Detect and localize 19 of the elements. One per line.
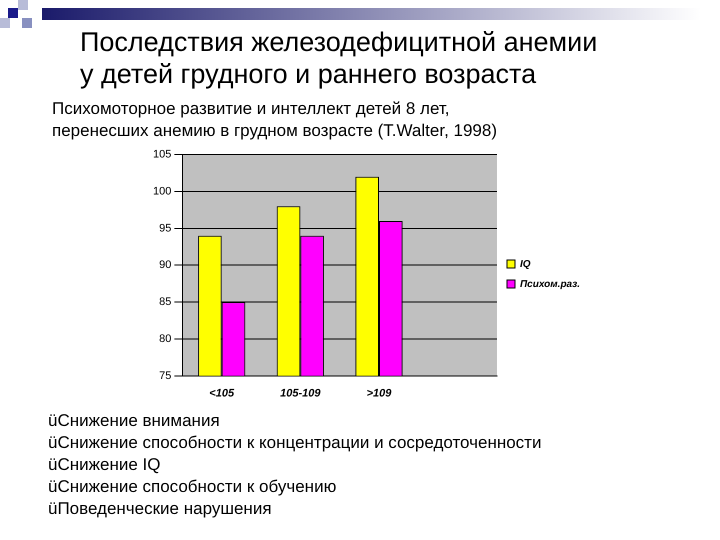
text: üПоведенческие нарушения: [48, 498, 273, 520]
y-tick-label: 75: [159, 370, 172, 382]
legend-label: Психом.раз.: [520, 278, 580, 290]
y-tick-label: 100: [152, 186, 172, 198]
text: üСнижение внимания: [48, 410, 221, 432]
text: üСнижение способности к обучению: [48, 476, 338, 498]
x-tick-label: <105: [209, 387, 235, 400]
text: üСнижение IQ: [48, 454, 162, 476]
legend-label: IQ: [520, 258, 531, 270]
y-tick-label: 105: [152, 148, 172, 161]
y-tick-label: 90: [159, 259, 172, 272]
x-tick-label: >109: [366, 387, 392, 400]
y-tick-label: 85: [159, 296, 172, 308]
chart-subtitle: Психомоторное развитие и интеллект детей 8 лет, перенесших анемию в грудном возрасте (T.Walter, 1998): [52, 98, 497, 142]
x-tick-label: 105-109: [280, 387, 322, 400]
chart-title: Последствия железодефицитной анемии у детей грудного и раннего возраста: [80, 26, 598, 90]
y-tick-label: 80: [159, 332, 172, 345]
y-tick-label: 95: [159, 222, 172, 234]
text: üСнижение способности к концентрации и сосредоточенности: [48, 432, 542, 454]
